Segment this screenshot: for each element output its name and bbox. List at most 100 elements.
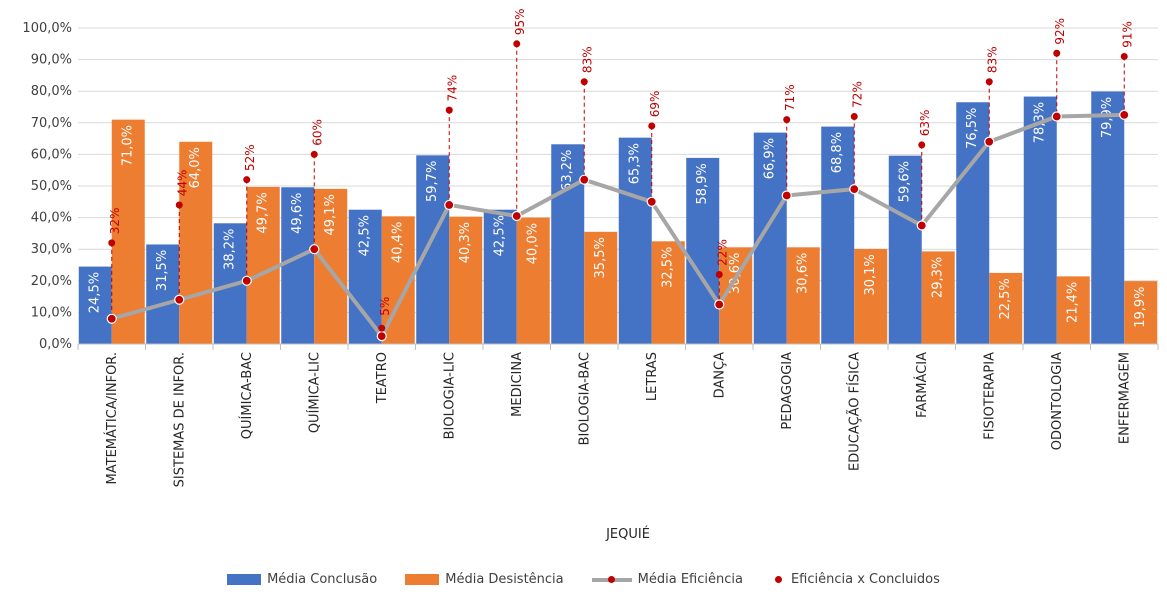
bar-conclusao [348,209,382,344]
scatter-label: 22% [716,239,730,266]
bar-desistencia [179,141,213,344]
bar-label-conclusao: 42,5% [358,215,373,256]
scatter-point [648,122,656,130]
y-tick-label: 90,0% [31,53,72,68]
legend-item-desistencia: Média Desistência [405,572,564,587]
bar-label-conclusao: 79,9% [1100,97,1115,138]
legend-label-desistencia: Média Desistência [445,572,564,587]
y-tick-label: 70,0% [31,116,72,131]
x-tick-label: ODONTOLOGIA [1050,352,1065,450]
scatter-point [985,78,993,86]
efficiency-point [376,331,387,342]
bar-desistencia [989,272,1023,344]
efficiency-line [106,109,1130,342]
bar-conclusao [78,266,112,344]
bar-label-conclusao: 66,9% [763,138,778,179]
x-tick-label: FARMÁCIA [914,352,930,418]
legend-item-conclusao: Média Conclusão [227,572,377,587]
x-tick-label: ENFERMAGEM [1117,352,1132,444]
x-tick-label: BIOLOGIA-BAC [577,352,592,445]
bar-label-desistencia: 49,1% [323,194,338,235]
bar-label-conclusao: 76,5% [965,108,980,149]
scatter-label: 83% [986,46,1000,73]
x-tick-label: PEDAGOGIA [780,352,795,430]
bar-conclusao [618,137,652,344]
scatter-label: 44% [176,170,190,197]
x-tick-label: TEATRO [375,352,390,404]
bar-desistencia [1124,281,1158,344]
y-tick-label: 40,0% [31,211,72,226]
scatter-label: 52% [243,144,257,171]
scatter-point [175,201,183,209]
x-axis: MATEMÁTICA/INFOR. SISTEMAS DE INFOR. QUÍMI… [77,343,1159,487]
scatter-point [580,78,588,86]
bar-desistencia [314,188,348,344]
efficiency-point [714,299,725,310]
legend-swatch-conclusao [227,574,262,585]
x-tick-label: QUÍMICA-LIC [306,352,322,433]
y-tick-label: 60,0% [31,147,72,162]
bar-desistencia [651,241,685,344]
efficiency-point [174,294,185,305]
bar-label-desistencia: 71,0% [121,125,136,166]
bar-conclusao [146,244,180,344]
bar-desistencia [111,119,145,344]
x-axis-title: JEQUIÉ [605,526,650,542]
bar-label-conclusao: 59,7% [425,161,440,202]
bar-desistencia [854,248,888,344]
bar-label-conclusao: 42,5% [493,215,508,256]
bar-label-desistencia: 64,0% [188,147,203,188]
x-tick-label: BIOLOGIA-LIC [442,352,457,439]
bar-label-desistencia: 40,4% [391,222,406,263]
legend-item-eficiencia: Média Eficiência [591,572,743,587]
x-tick-label: DANÇA [712,352,727,398]
scatter-point [310,150,318,158]
legend-item-eficiencia-concluidos: Eficiência x Concluidos [771,572,940,587]
y-tick-label: 0,0% [39,337,72,352]
scatter-point [1120,52,1128,60]
bar-conclusao [281,187,315,344]
y-tick-label: 30,0% [31,242,72,257]
legend: Média Conclusão Média Desistência Média … [0,572,1167,587]
scatter-point [1053,49,1061,57]
efficiency-point [984,136,995,147]
efficiency-point [781,190,792,201]
efficiency-scatter: 32% 44% 52% 60% 5% 74% 95% 83% 69% 22% 71% 72% 63% 83… [108,8,1135,332]
bar-desistencia [516,217,550,344]
efficiency-point [444,199,455,211]
bar-conclusao [483,209,517,344]
bar-desistencia [921,251,955,344]
scatter-label: 91% [1121,21,1135,48]
y-tick-label: 20,0% [31,274,72,289]
scatter-point [783,116,791,124]
scatter-label: 71% [783,84,797,111]
bar-label-desistencia: 49,7% [256,192,271,233]
efficiency-point [241,275,252,286]
bar-label-desistencia: 21,4% [1066,282,1081,323]
y-tick-label: 100,0% [22,21,72,36]
bar-label-conclusao: 38,2% [223,229,238,270]
legend-swatch-eficiencia-concluidos [771,574,785,585]
bar-conclusao [551,144,585,344]
scatter-label: 74% [446,75,460,102]
scatter-point [918,141,926,149]
y-axis: 0,0% 10,0% 20,0% 30,0% 40,0% 50,0% 60,0% 70,0% 8… [22,21,72,352]
legend-swatch-eficiencia [591,574,632,585]
bar-conclusao [1091,91,1125,345]
efficiency-point [579,174,590,185]
scatter-point [513,40,521,48]
scatter-point [378,324,386,332]
bar-label-desistencia: 40,3% [458,222,473,263]
chart: 0,0% 10,0% 20,0% 30,0% 40,0% 50,0% 60,0% 70,0% 8… [22,8,1159,542]
bar-label-desistencia: 32,5% [661,247,676,288]
scatter-point [850,112,858,120]
bar-label-conclusao: 31,5% [155,250,170,291]
scatter-label: 69% [648,91,662,118]
bar-conclusao [1023,96,1057,345]
x-tick-label: QUÍMICA-BAC [239,352,255,439]
x-tick-label: MATEMÁTICA/INFOR. [104,352,120,484]
scatter-label: 60% [311,119,325,146]
bar-label-desistencia: 22,5% [998,278,1013,319]
scatter-label: 95% [513,8,527,35]
bar-label-desistencia: 30,1% [863,254,878,295]
